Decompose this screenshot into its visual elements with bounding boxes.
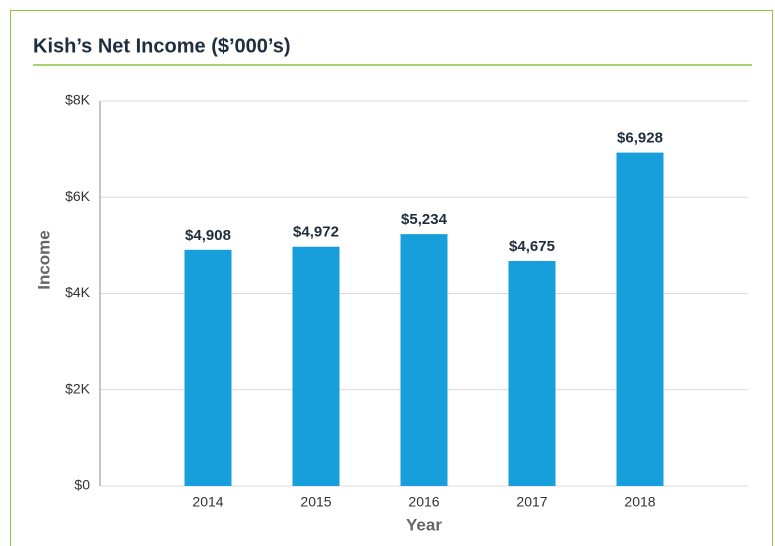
- y-tick-label: $4K: [65, 284, 91, 300]
- frame: [10, 10, 773, 546]
- value-label: $5,234: [401, 211, 448, 228]
- bar: [616, 152, 664, 486]
- chart-title: Kish’s Net Income ($’000’s): [33, 35, 291, 57]
- y-tick-label: $2K: [65, 380, 91, 396]
- x-tick-label: 2014: [192, 494, 223, 510]
- bar: [184, 249, 232, 486]
- y-tick-label: $0: [74, 477, 90, 493]
- bar: [292, 246, 340, 486]
- value-label: $4,908: [185, 227, 231, 244]
- x-tick-label: 2018: [624, 494, 655, 510]
- x-tick-label: 2016: [408, 494, 439, 510]
- value-label: $4,972: [293, 224, 339, 241]
- x-tick-label: 2017: [516, 494, 547, 510]
- y-tick-label: $6K: [65, 188, 91, 204]
- y-axis-title: Income: [34, 230, 53, 290]
- value-label: $4,675: [509, 238, 555, 255]
- value-label: $6,928: [617, 130, 663, 147]
- y-tick-label: $8K: [65, 92, 91, 108]
- x-tick-label: 2015: [300, 494, 331, 510]
- bar: [400, 234, 448, 486]
- bar: [508, 261, 556, 486]
- x-axis-title: Year: [406, 515, 442, 534]
